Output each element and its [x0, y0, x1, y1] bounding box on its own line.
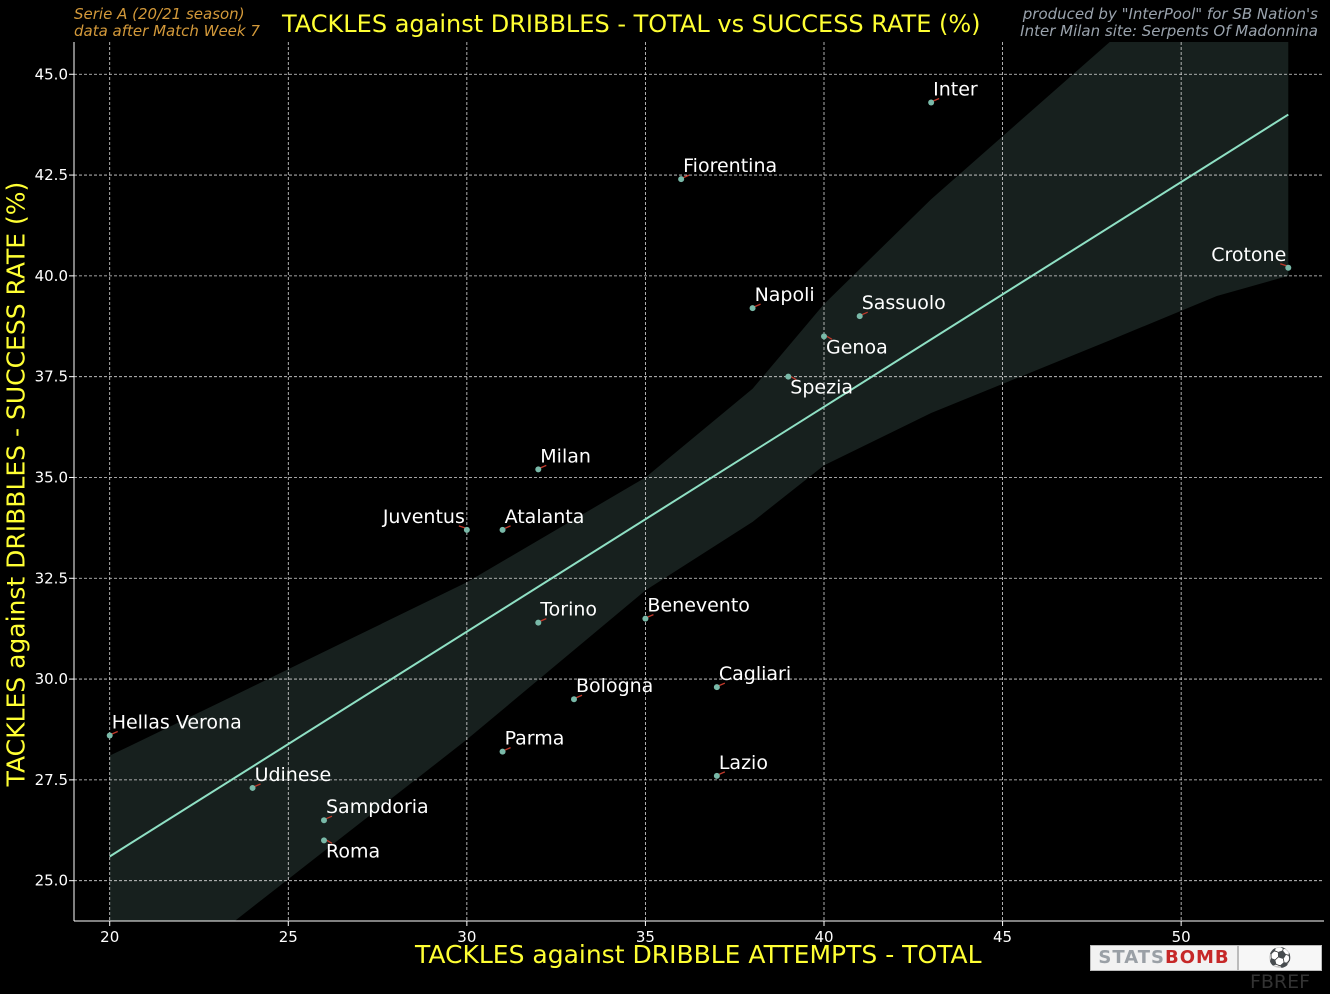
data-point — [106, 732, 113, 739]
regression-line — [109, 113, 1289, 858]
point-label: Sampdoria — [326, 796, 429, 818]
credit-note-line1: produced by "InterPool" for SB Nation's — [1022, 5, 1318, 23]
point-label: Benevento — [647, 595, 750, 617]
point-label: Fiorentina — [683, 155, 777, 177]
data-point — [856, 313, 863, 320]
statsbomb-logo-white: STATS — [1098, 947, 1165, 968]
y-tick-label: 37.5 — [35, 368, 68, 386]
point-label: Spezia — [790, 377, 853, 399]
point-label: Bologna — [576, 675, 653, 697]
data-point — [642, 615, 649, 622]
season-note-line2: data after Match Week 7 — [74, 22, 260, 40]
data-point — [249, 784, 256, 791]
point-label: Napoli — [755, 284, 815, 306]
point-label: Lazio — [719, 752, 768, 774]
statsbomb-logo-red: BOMB — [1164, 947, 1230, 968]
chart-title: TACKLES against DRIBBLES - TOTAL vs SUCC… — [282, 10, 981, 38]
data-point — [928, 99, 935, 106]
data-point — [321, 837, 327, 844]
point-label: Genoa — [826, 336, 888, 358]
x-tick-label: 50 — [1172, 928, 1191, 946]
fbref-logo-text: FBREF — [1249, 971, 1311, 993]
point-label: Sassuolo — [862, 292, 946, 314]
point-label: Cagliari — [719, 663, 791, 685]
x-tick-label: 35 — [636, 928, 655, 946]
data-point — [535, 619, 542, 626]
y-tick-label: 27.5 — [35, 771, 68, 789]
point-label: Roma — [326, 840, 380, 862]
y-tick-label: 45.0 — [35, 65, 68, 83]
x-tick-label: 20 — [100, 928, 119, 946]
y-tick-label: 40.0 — [35, 267, 68, 285]
data-point — [321, 817, 327, 824]
credit-note-line2: Inter Milan site: Serpents Of Madonnina — [1020, 22, 1318, 40]
season-note: Serie A (20/21 season) data after Match … — [74, 6, 260, 40]
x-tick-label: 30 — [457, 928, 476, 946]
data-point — [785, 373, 792, 380]
data-point — [713, 684, 720, 691]
x-tick-label: 40 — [814, 928, 833, 946]
x-axis-label: TACKLES against DRIBBLE ATTEMPTS - TOTAL — [415, 940, 982, 969]
statsbomb-logo: STATSBOMB — [1090, 945, 1238, 971]
point-label: Atalanta — [505, 506, 585, 528]
y-tick-label: 25.0 — [35, 872, 68, 890]
x-tick-label: 45 — [993, 928, 1012, 946]
x-tick-label: 25 — [279, 928, 298, 946]
point-label: Inter — [933, 78, 978, 100]
data-point — [678, 176, 685, 183]
data-point — [499, 748, 506, 755]
data-point — [713, 772, 720, 779]
point-label: Hellas Verona — [112, 712, 242, 734]
y-tick-label: 30.0 — [35, 670, 68, 688]
source-logos: STATSBOMB ⚽FBREF — [1090, 945, 1322, 993]
data-point — [1285, 264, 1292, 271]
y-tick-label: 42.5 — [35, 166, 68, 184]
data-point — [535, 466, 542, 473]
data-point — [571, 696, 577, 703]
point-label: Udinese — [255, 764, 332, 786]
point-label: Torino — [539, 599, 597, 621]
fbref-logo: ⚽FBREF — [1238, 945, 1322, 993]
fb-ball-icon: ⚽ — [1268, 947, 1292, 969]
data-point — [749, 305, 756, 312]
confidence-band — [109, 42, 1289, 921]
season-note-line1: Serie A (20/21 season) — [74, 5, 245, 23]
data-point — [499, 526, 506, 533]
data-point — [463, 526, 470, 533]
point-label: Milan — [540, 445, 591, 467]
data-point — [821, 333, 827, 340]
y-axis-label: TACKLES against DRIBBLES - SUCCESS RATE … — [1, 181, 31, 787]
point-label: Juventus — [382, 506, 465, 528]
credit-note: produced by "InterPool" for SB Nation's … — [1020, 6, 1318, 40]
y-tick-label: 32.5 — [35, 569, 68, 587]
point-label: Crotone — [1211, 244, 1286, 266]
point-label: Parma — [505, 728, 565, 750]
y-tick-label: 35.0 — [35, 468, 68, 486]
